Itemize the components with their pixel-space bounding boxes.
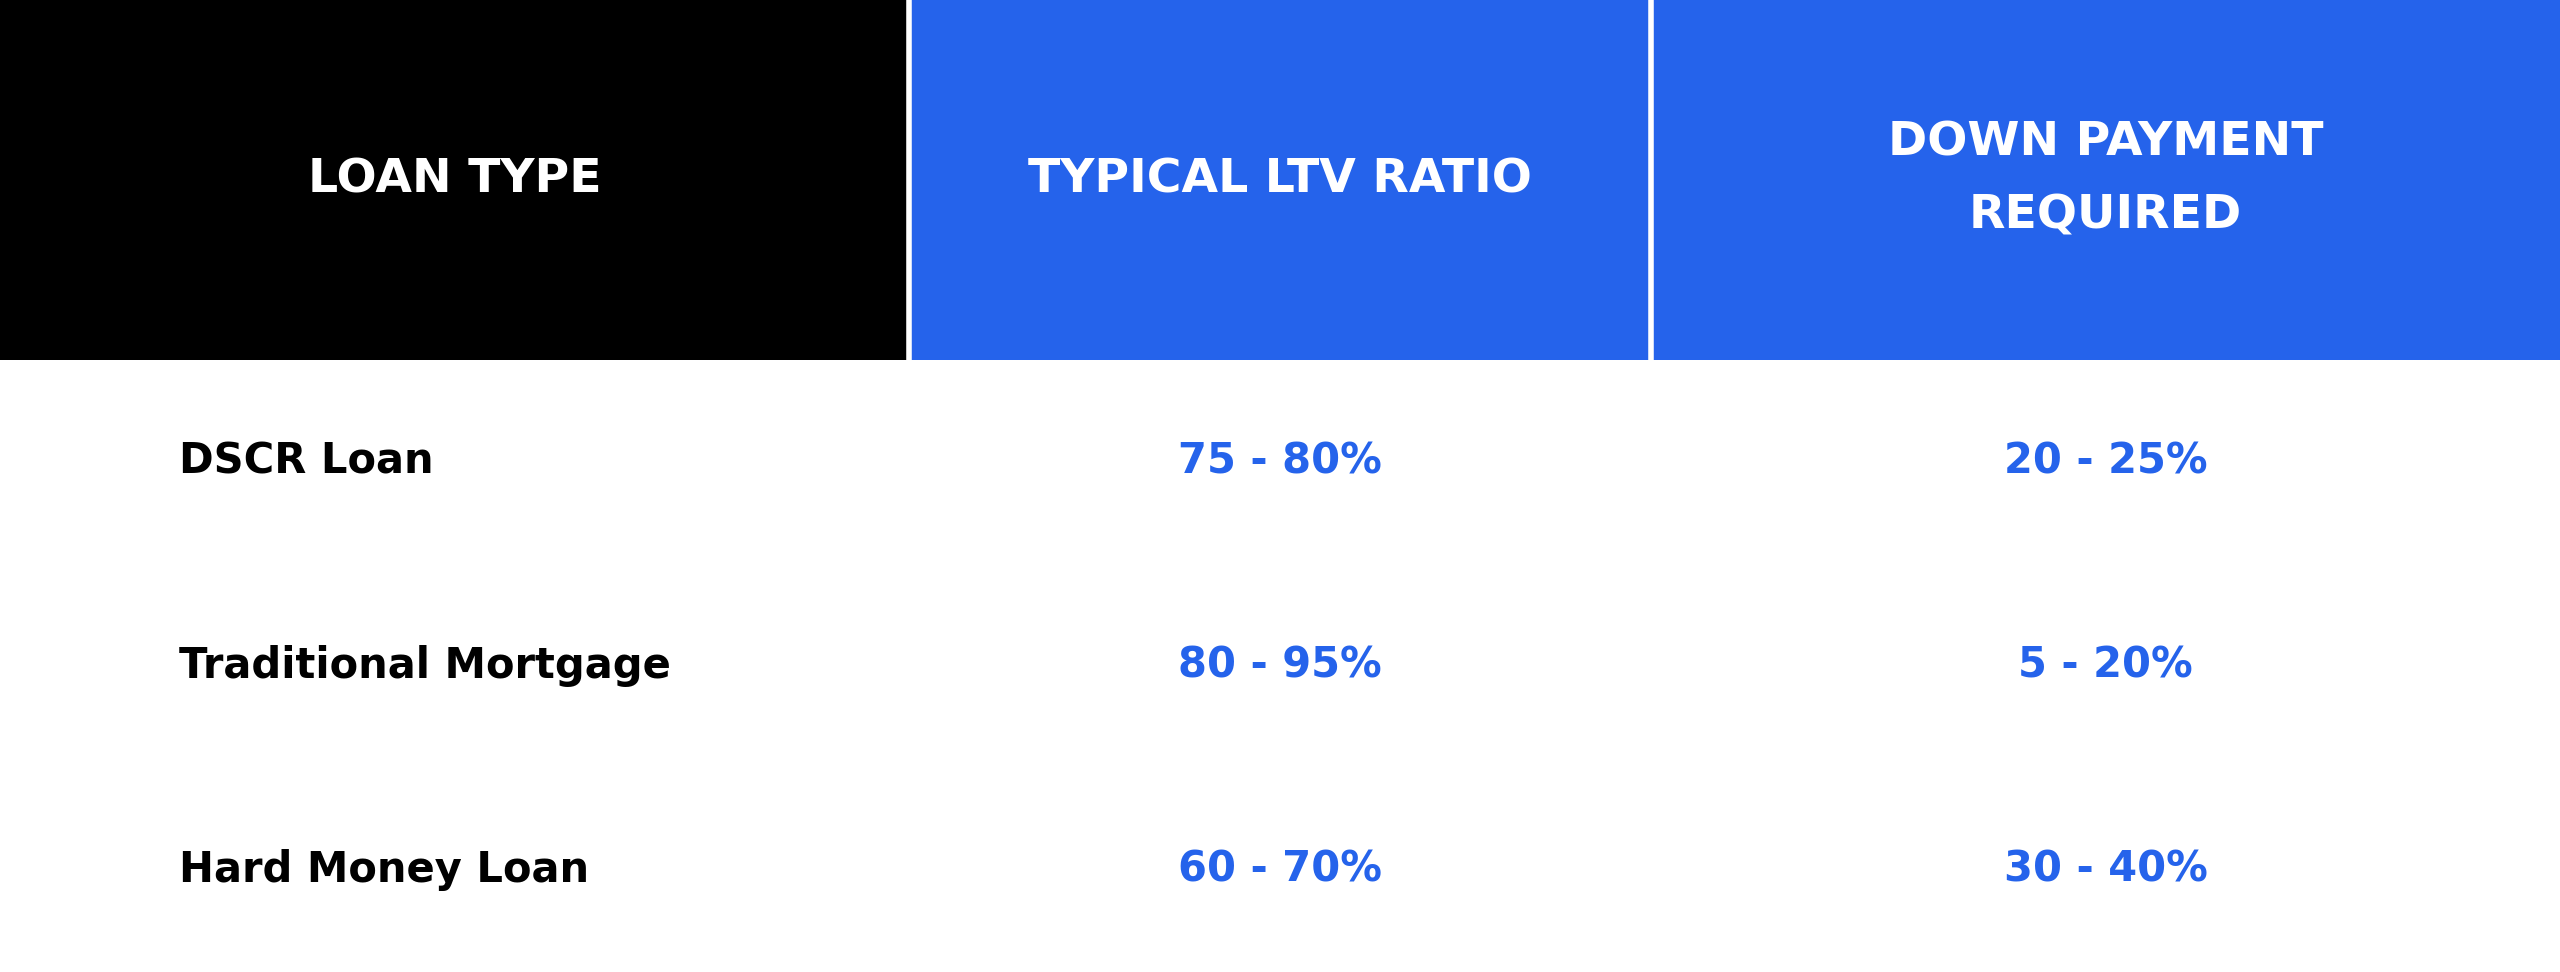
Text: 60 - 70%: 60 - 70% [1178,849,1382,891]
Text: 30 - 40%: 30 - 40% [2004,849,2207,891]
Text: Hard Money Loan: Hard Money Loan [179,849,589,891]
Text: LOAN TYPE: LOAN TYPE [307,157,602,202]
Text: 20 - 25%: 20 - 25% [2004,440,2207,483]
Text: 75 - 80%: 75 - 80% [1178,440,1382,483]
Text: TYPICAL LTV RATIO: TYPICAL LTV RATIO [1029,157,1531,202]
Text: DOWN PAYMENT
REQUIRED: DOWN PAYMENT REQUIRED [1887,121,2324,239]
FancyBboxPatch shape [1651,0,2560,360]
FancyBboxPatch shape [0,360,2560,972]
FancyBboxPatch shape [909,0,1651,360]
FancyBboxPatch shape [0,0,909,360]
Text: 5 - 20%: 5 - 20% [2017,644,2194,687]
Text: 80 - 95%: 80 - 95% [1178,644,1382,687]
Text: Traditional Mortgage: Traditional Mortgage [179,644,671,687]
Text: DSCR Loan: DSCR Loan [179,440,433,483]
